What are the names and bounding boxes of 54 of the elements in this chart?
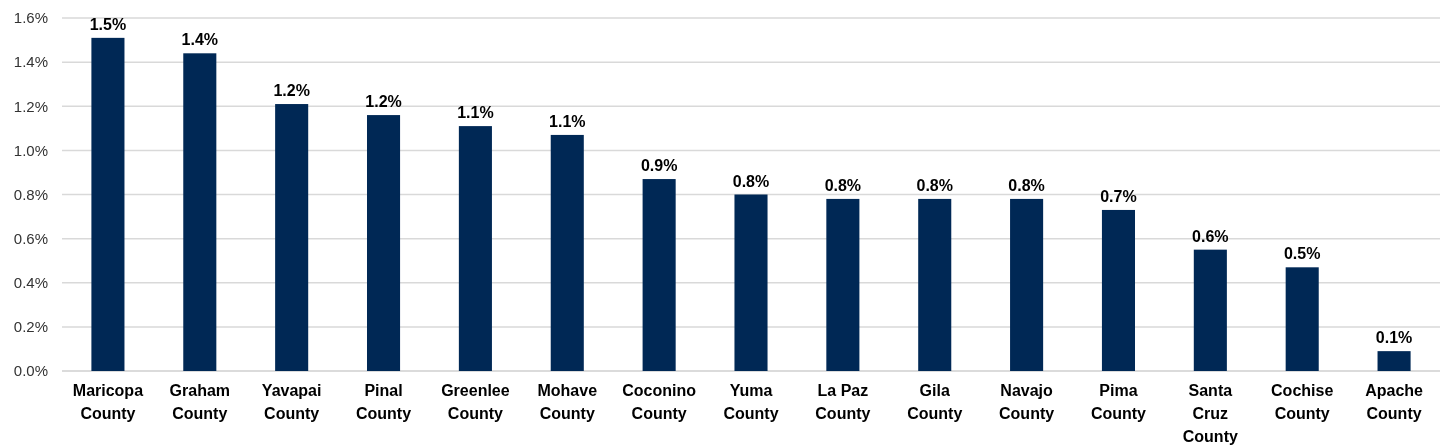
x-tick-label: La Paz County bbox=[815, 382, 871, 422]
x-tick-label: Cochise County bbox=[1271, 382, 1334, 422]
x-tick-label: Coconino County bbox=[622, 382, 697, 422]
y-tick-label: 1.6% bbox=[13, 9, 48, 27]
bar bbox=[826, 198, 860, 371]
bar bbox=[734, 194, 768, 371]
bar bbox=[1285, 267, 1319, 371]
data-label: 1.1% bbox=[457, 104, 494, 122]
x-tick-label: Yuma County bbox=[723, 382, 779, 422]
bar bbox=[458, 126, 492, 371]
x-tick-label: Apache County bbox=[1365, 382, 1424, 422]
data-label: 0.9% bbox=[640, 157, 678, 175]
x-tick-label: Mohave County bbox=[537, 382, 598, 422]
bar bbox=[275, 104, 309, 371]
data-label: 1.5% bbox=[89, 15, 127, 33]
y-tick-label: 1.4% bbox=[13, 53, 48, 71]
x-tick-label: Maricopa County bbox=[72, 382, 144, 422]
bar bbox=[550, 134, 584, 371]
bar bbox=[642, 179, 676, 371]
bar bbox=[367, 115, 401, 371]
y-tick-label: 0.0% bbox=[13, 362, 48, 380]
x-tick-label: Santa Cruz County bbox=[1182, 382, 1238, 445]
bar bbox=[1377, 351, 1411, 371]
x-tick-label: Greenlee County bbox=[441, 382, 510, 422]
x-tick-label: Yavapai County bbox=[261, 382, 322, 422]
y-tick-label: 1.0% bbox=[13, 141, 48, 159]
bar bbox=[91, 37, 125, 371]
data-label: 0.8% bbox=[732, 172, 770, 190]
y-tick-label: 0.8% bbox=[13, 185, 48, 203]
bar bbox=[1193, 249, 1227, 371]
data-label: 1.4% bbox=[181, 31, 219, 49]
y-tick-label: 1.2% bbox=[13, 97, 48, 115]
data-label: 0.7% bbox=[1100, 187, 1137, 205]
x-tick-label: Graham County bbox=[169, 382, 231, 422]
bar bbox=[1101, 209, 1135, 371]
y-tick-label: 0.6% bbox=[13, 229, 48, 247]
data-label: 0.8% bbox=[916, 176, 953, 194]
x-tick-label: Pinal County bbox=[355, 382, 412, 422]
bar bbox=[918, 198, 952, 371]
data-label: 1.2% bbox=[273, 82, 310, 100]
data-label: 1.1% bbox=[549, 112, 586, 130]
y-tick-label: 0.4% bbox=[13, 274, 48, 292]
data-label: 0.8% bbox=[824, 176, 862, 194]
data-label: 0.1% bbox=[1375, 329, 1413, 347]
data-label: 1.2% bbox=[365, 93, 402, 111]
x-tick-label: Navajo County bbox=[999, 382, 1055, 422]
bar bbox=[183, 53, 217, 371]
data-label: 0.8% bbox=[1008, 176, 1045, 194]
y-tick-label: 0.2% bbox=[13, 318, 48, 336]
data-label: 0.5% bbox=[1283, 245, 1321, 263]
x-tick-label: Pima County bbox=[1090, 382, 1147, 422]
data-label: 0.6% bbox=[1192, 227, 1229, 245]
x-tick-label: Gila County bbox=[907, 382, 963, 422]
bar bbox=[1010, 198, 1044, 371]
